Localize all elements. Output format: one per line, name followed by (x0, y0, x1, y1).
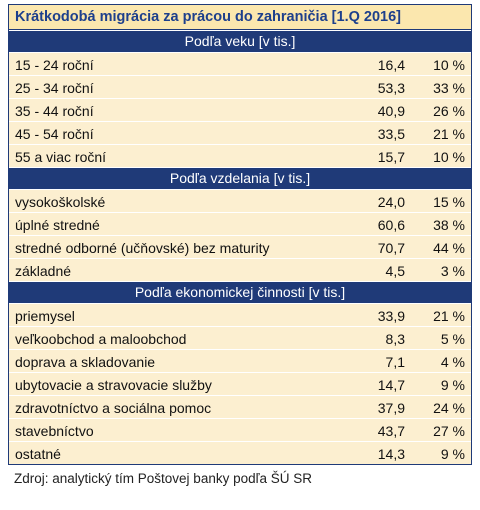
table-title: Krátkodobá migrácia za prácou do zahrani… (9, 5, 471, 30)
row-percent: 9 % (440, 377, 465, 393)
row-label: úplné stredné (15, 217, 100, 233)
table-row: 35 - 44 roční 40,9 26 % (9, 98, 471, 121)
source-note: Zdroj: analytický tím Poštovej banky pod… (14, 471, 313, 486)
row-percent: 10 % (433, 149, 465, 165)
table-row: stavebníctvo 43,7 27 % (9, 418, 471, 441)
row-percent: 44 % (433, 240, 465, 256)
section-header: Podľa veku [v tis.] (9, 30, 471, 52)
row-label: 45 - 54 roční (15, 126, 94, 142)
row-value: 14,3 (377, 446, 405, 462)
table-row: veľkoobchod a maloobchod 8,3 5 % (9, 326, 471, 349)
row-percent: 38 % (433, 217, 465, 233)
row-value: 40,9 (377, 103, 405, 119)
row-value: 4,5 (385, 263, 405, 279)
table-row: základné 4,5 3 % (9, 258, 471, 281)
table-row: vysokoškolské 24,0 15 % (9, 189, 471, 212)
row-value: 60,6 (377, 217, 405, 233)
row-value: 24,0 (377, 194, 405, 210)
row-value: 53,3 (377, 80, 405, 96)
table-row: ubytovacie a stravovacie služby 14,7 9 % (9, 372, 471, 395)
row-label: 25 - 34 roční (15, 80, 94, 96)
section-header: Podľa ekonomickej činnosti [v tis.] (9, 281, 471, 303)
row-value: 70,7 (377, 240, 405, 256)
row-percent: 4 % (440, 354, 465, 370)
table-wrapper: Krátkodobá migrácia za prácou do zahrani… (8, 4, 472, 486)
row-percent: 27 % (433, 423, 465, 439)
row-label: ostatné (15, 446, 61, 462)
section-header: Podľa vzdelania [v tis.] (9, 167, 471, 189)
table-row: ostatné 14,3 9 % (9, 441, 471, 464)
row-label: základné (15, 263, 72, 279)
table-row: 15 - 24 roční 16,4 10 % (9, 52, 471, 75)
table-row: zdravotníctvo a sociálna pomoc 37,9 24 % (9, 395, 471, 418)
row-percent: 26 % (433, 103, 465, 119)
table-row: úplné stredné 60,6 38 % (9, 212, 471, 235)
row-label: 35 - 44 roční (15, 103, 94, 119)
row-value: 8,3 (385, 331, 405, 347)
table-row: 45 - 54 roční 33,5 21 % (9, 121, 471, 144)
row-label: veľkoobchod a maloobchod (15, 331, 187, 347)
row-value: 33,9 (377, 308, 405, 324)
table-row: doprava a skladovanie 7,1 4 % (9, 349, 471, 372)
row-value: 7,1 (385, 354, 405, 370)
table-row: priemysel 33,9 21 % (9, 303, 471, 326)
row-percent: 21 % (433, 126, 465, 142)
row-percent: 24 % (433, 400, 465, 416)
row-label: priemysel (15, 308, 75, 324)
row-label: doprava a skladovanie (15, 354, 156, 370)
row-percent: 9 % (440, 446, 465, 462)
row-percent: 5 % (440, 331, 465, 347)
table-row: 55 a viac roční 15,7 10 % (9, 144, 471, 167)
table: Krátkodobá migrácia za prácou do zahrani… (8, 4, 472, 465)
row-percent: 15 % (433, 194, 465, 210)
table-row: stredné odborné (učňovské) bez maturity 7… (9, 235, 471, 258)
row-label: stredné odborné (učňovské) bez maturity (15, 240, 270, 256)
row-value: 33,5 (377, 126, 405, 142)
row-percent: 21 % (433, 308, 465, 324)
table-row: 25 - 34 roční 53,3 33 % (9, 75, 471, 98)
row-label: zdravotníctvo a sociálna pomoc (15, 400, 212, 416)
row-value: 43,7 (377, 423, 405, 439)
row-value: 37,9 (377, 400, 405, 416)
row-percent: 33 % (433, 80, 465, 96)
row-label: stavebníctvo (15, 423, 94, 439)
row-value: 15,7 (377, 149, 405, 165)
row-label: 55 a viac roční (15, 149, 107, 165)
row-value: 14,7 (377, 377, 405, 393)
row-percent: 10 % (433, 57, 465, 73)
row-label: 15 - 24 roční (15, 57, 94, 73)
row-label: ubytovacie a stravovacie služby (15, 377, 212, 393)
row-percent: 3 % (440, 263, 465, 279)
row-label: vysokoškolské (15, 194, 106, 210)
row-value: 16,4 (377, 57, 405, 73)
